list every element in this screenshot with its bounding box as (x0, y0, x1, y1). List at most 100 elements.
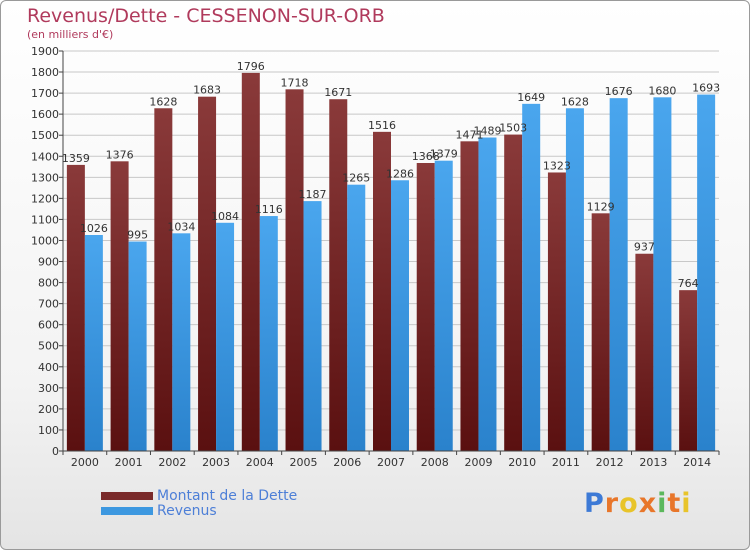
y-tick-label: 1300 (31, 171, 59, 184)
data-label-dette: 1359 (62, 152, 90, 165)
x-tick-label: 2007 (377, 456, 405, 469)
bar-revenus (478, 137, 497, 452)
chart-title: Revenus/Dette - CESSENON-SUR-ORB (27, 5, 385, 27)
data-label-dette: 1516 (368, 119, 396, 132)
x-tick-label: 2004 (246, 456, 274, 469)
x-tick-label: 2008 (421, 456, 449, 469)
data-label-dette: 1628 (149, 95, 177, 108)
x-tick-label: 2005 (290, 456, 318, 469)
bar-dette (154, 108, 173, 452)
bar-dette (416, 163, 435, 451)
data-label-revenus: 1187 (299, 188, 327, 201)
bar-revenus (216, 222, 235, 451)
legend-swatch-debt (101, 491, 153, 500)
bar-revenus (565, 108, 584, 452)
logo-letter: i (657, 488, 668, 519)
data-label-revenus: 1265 (342, 172, 370, 185)
data-label-revenus: 995 (127, 229, 148, 242)
x-tick-label: 2014 (683, 456, 711, 469)
chart-subtitle: (en milliers d'€) (27, 28, 114, 41)
y-tick-label: 1900 (31, 45, 59, 58)
legend-label-revenus: Revenus (157, 502, 217, 519)
logo-letter: i (681, 488, 692, 519)
logo-letter: r (604, 488, 620, 519)
bar-revenus (303, 201, 322, 451)
data-label-dette: 1376 (106, 148, 134, 161)
bar-dette (241, 72, 260, 451)
bar-dette (285, 89, 304, 451)
bar-dette (547, 172, 566, 451)
y-tick-label: 600 (38, 319, 59, 332)
data-label-dette: 1683 (193, 84, 221, 97)
x-tick-label: 2009 (464, 456, 492, 469)
logo-letter: x (638, 488, 658, 519)
bar-dette (66, 164, 85, 452)
bar-dette (635, 253, 654, 451)
data-label-dette: 937 (634, 241, 655, 254)
data-label-dette: 764 (678, 277, 699, 290)
legend-label-debt: Montant de la Dette (157, 487, 298, 504)
x-tick-label: 2006 (333, 456, 361, 469)
bar-revenus (653, 97, 672, 451)
y-tick-label: 1800 (31, 66, 59, 79)
y-tick-label: 1600 (31, 108, 59, 121)
legend-swatch-revenus (101, 506, 153, 515)
x-tick-label: 2000 (71, 456, 99, 469)
bar-dette (329, 99, 348, 452)
y-tick-label: 1000 (31, 234, 59, 247)
y-tick-label: 500 (38, 340, 59, 353)
bar-revenus (697, 94, 716, 451)
legend: Montant de la Dette Revenus (101, 487, 298, 519)
y-tick-label: 400 (38, 361, 59, 374)
legend-item-revenus: Revenus (101, 502, 297, 519)
logo-letter: o (619, 488, 639, 519)
bar-revenus (434, 160, 453, 451)
bar-revenus (609, 98, 628, 451)
x-tick-label: 2011 (552, 456, 580, 469)
bar-revenus (347, 184, 366, 451)
bar-dette (591, 213, 610, 451)
y-tick-label: 1500 (31, 129, 59, 142)
y-tick-label: 1400 (31, 150, 59, 163)
logo-letter: t (667, 488, 682, 519)
data-label-dette: 1368 (412, 150, 440, 163)
bar-dette (679, 290, 698, 451)
proxiti-logo: Proxiti (584, 488, 692, 519)
y-tick-label: 1100 (31, 213, 59, 226)
data-label-dette: 1718 (281, 76, 309, 89)
bar-revenus (259, 216, 278, 451)
y-tick-label: 1700 (31, 87, 59, 100)
data-label-dette: 1471 (455, 128, 483, 141)
bar-revenus (172, 233, 191, 451)
logo-letter: P (584, 488, 605, 519)
data-label-dette: 1323 (543, 159, 571, 172)
y-tick-label: 100 (38, 424, 59, 437)
data-label-revenus: 1286 (386, 167, 414, 180)
y-tick-label: 900 (38, 256, 59, 269)
data-label-dette: 1796 (237, 60, 265, 73)
bar-dette (373, 131, 391, 451)
data-label-revenus: 1026 (80, 222, 108, 235)
data-label-revenus: 1379 (430, 148, 458, 161)
data-label-revenus: 1489 (473, 125, 501, 138)
data-label-revenus: 1676 (605, 85, 633, 98)
data-label-dette: 1503 (499, 122, 527, 135)
data-label-revenus: 1649 (517, 91, 545, 104)
bar-revenus (128, 241, 147, 451)
x-tick-label: 2003 (202, 456, 230, 469)
bar-dette (460, 141, 479, 451)
bar-revenus (391, 180, 409, 451)
bar-dette (110, 161, 129, 451)
y-tick-label: 0 (52, 445, 59, 458)
bar-revenus (84, 235, 103, 451)
data-label-revenus: 1084 (211, 210, 239, 223)
data-label-revenus: 1034 (167, 220, 195, 233)
x-tick-label: 2010 (508, 456, 536, 469)
data-label-dette: 1129 (587, 200, 615, 213)
y-tick-label: 200 (38, 403, 59, 416)
data-label-revenus: 1628 (561, 95, 589, 108)
x-tick-label: 2002 (158, 456, 186, 469)
y-tick-label: 800 (38, 277, 59, 290)
data-label-revenus: 1693 (692, 82, 720, 95)
